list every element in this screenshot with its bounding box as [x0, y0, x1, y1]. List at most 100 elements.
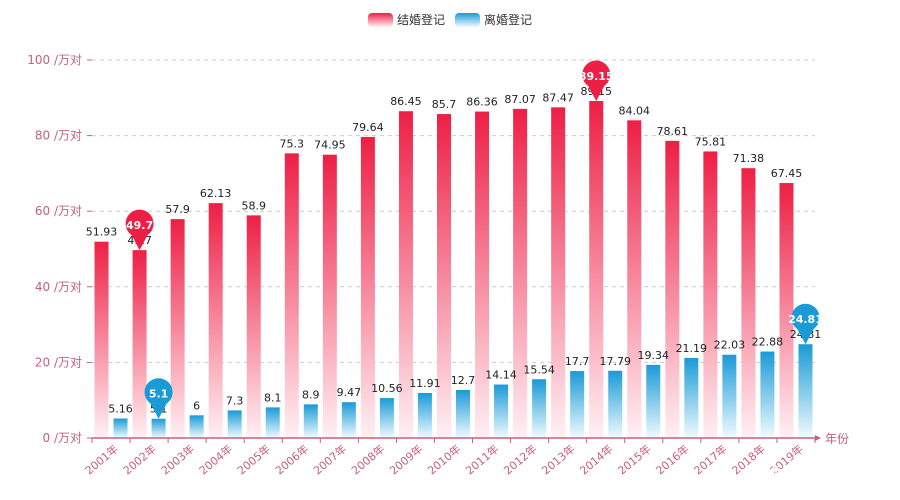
- legend: 结婚登记 离婚登记: [368, 12, 532, 27]
- value-label: 8.9: [302, 388, 320, 401]
- value-label: 19.34: [638, 349, 670, 362]
- y-axis: 0 /万对 20 /万对 40 /万对 60 /万对 80 /万对 100 /万对: [27, 53, 92, 445]
- bar-marriage[interactable]: [132, 250, 147, 438]
- bar-marriage[interactable]: [322, 154, 337, 438]
- bar-divorce[interactable]: [189, 415, 204, 438]
- bar-divorce[interactable]: [494, 384, 509, 438]
- bars-layer: [94, 101, 813, 439]
- value-label: 75.3: [280, 137, 305, 150]
- value-label: 15.54: [523, 363, 555, 376]
- legend-label-1[interactable]: 离婚登记: [484, 12, 532, 27]
- value-label: 22.88: [752, 336, 784, 349]
- bar-divorce[interactable]: [113, 418, 128, 438]
- value-label: 79.64: [352, 121, 384, 134]
- bar-divorce[interactable]: [227, 410, 242, 438]
- legend-swatch-1[interactable]: [455, 13, 480, 27]
- bar-divorce[interactable]: [265, 407, 280, 438]
- x-tick-label: 2014年: [577, 442, 616, 478]
- x-tick-label: 2003年: [158, 442, 197, 478]
- marker-pin-marriage[interactable]: [125, 209, 154, 251]
- x-tick-label: 2015年: [615, 442, 654, 478]
- bar-marriage[interactable]: [703, 151, 718, 438]
- marker-label: 89.15: [579, 70, 614, 83]
- bar-marriage[interactable]: [779, 183, 794, 438]
- bar-marriage[interactable]: [589, 101, 604, 438]
- bar-marriage[interactable]: [475, 111, 490, 438]
- x-tick-label: 2013年: [539, 442, 578, 478]
- value-label: 86.45: [390, 95, 422, 108]
- bar-marriage[interactable]: [551, 107, 566, 438]
- marker-pin-marriage[interactable]: [582, 60, 611, 102]
- bar-divorce[interactable]: [570, 371, 585, 438]
- bar-divorce[interactable]: [684, 357, 699, 438]
- bar-marriage[interactable]: [360, 136, 375, 438]
- marker-label: 5.1: [149, 388, 169, 401]
- bar-marriage[interactable]: [627, 120, 642, 438]
- bar-divorce[interactable]: [379, 398, 394, 438]
- value-label: 21.19: [676, 342, 708, 355]
- value-label: 84.04: [619, 104, 651, 117]
- value-label: 87.47: [542, 91, 574, 104]
- x-tick-label: 2010年: [425, 442, 464, 478]
- value-label: 85.7: [432, 98, 457, 111]
- bar-divorce[interactable]: [303, 404, 318, 438]
- marker-label: 49.7: [126, 219, 153, 232]
- x-tick-label: 2012年: [501, 442, 540, 478]
- value-label: 51.93: [86, 226, 118, 239]
- value-label: 58.9: [241, 199, 266, 212]
- value-label: 75.81: [695, 135, 727, 148]
- bar-marriage[interactable]: [513, 108, 528, 438]
- value-label: 57.9: [165, 203, 190, 216]
- bar-divorce[interactable]: [760, 351, 775, 438]
- marker-pin-divorce[interactable]: [791, 303, 820, 345]
- bar-marriage[interactable]: [741, 168, 756, 438]
- legend-swatch-0[interactable]: [368, 13, 393, 27]
- value-label: 71.38: [733, 152, 765, 165]
- bar-divorce[interactable]: [417, 392, 432, 438]
- bar-marriage[interactable]: [284, 153, 299, 438]
- bar-divorce[interactable]: [608, 370, 623, 438]
- marker-label: 24.81: [788, 313, 823, 326]
- y-tick-label: 20 /万对: [35, 355, 82, 369]
- bar-divorce[interactable]: [722, 354, 737, 438]
- x-tick-label: 2016年: [653, 442, 692, 478]
- value-label: 12.7: [451, 374, 476, 387]
- bar-marriage[interactable]: [246, 215, 261, 438]
- x-tick-label: 2017年: [691, 442, 730, 478]
- x-axis-name: 年份: [825, 432, 849, 446]
- value-label: 86.36: [466, 96, 498, 109]
- legend-label-0[interactable]: 结婚登记: [397, 12, 445, 27]
- bar-divorce[interactable]: [646, 364, 661, 438]
- bar-marriage[interactable]: [208, 203, 223, 438]
- value-label: 87.07: [504, 93, 536, 106]
- bar-divorce[interactable]: [456, 389, 470, 438]
- bar-divorce[interactable]: [798, 344, 813, 438]
- value-label: 6: [193, 399, 200, 412]
- value-label: 17.7: [565, 355, 590, 368]
- value-labels: 51.93 5.16 49.7 5.1 57.9 6 62.13 7.3 58.9 8.1 75.3…: [86, 85, 821, 416]
- value-label: 7.3: [226, 394, 244, 407]
- x-tick-label: 2008年: [348, 442, 387, 478]
- bar-marriage[interactable]: [437, 114, 451, 438]
- bar-marriage[interactable]: [665, 140, 680, 439]
- bar-divorce[interactable]: [151, 418, 166, 438]
- bar-marriage[interactable]: [398, 111, 413, 439]
- value-label: 67.45: [771, 167, 803, 180]
- bar-marriage[interactable]: [94, 241, 109, 438]
- bar-divorce[interactable]: [532, 379, 547, 438]
- bar-marriage[interactable]: [170, 219, 185, 438]
- y-tick-label: 60 /万对: [35, 204, 82, 218]
- value-label: 8.1: [264, 391, 282, 404]
- x-tick-label: 2005年: [234, 442, 273, 478]
- value-label: 5.16: [108, 402, 133, 415]
- marker-pin-divorce[interactable]: [144, 378, 173, 419]
- value-label: 74.95: [314, 139, 346, 152]
- bar-divorce[interactable]: [341, 402, 356, 438]
- value-label: 9.47: [337, 386, 362, 399]
- watermark-text: @稀土掘金技术社区: [751, 464, 886, 482]
- x-tick-label: 2007年: [310, 442, 349, 478]
- x-axis-arrow: [815, 435, 821, 441]
- x-tick-label: 2011年: [463, 442, 502, 478]
